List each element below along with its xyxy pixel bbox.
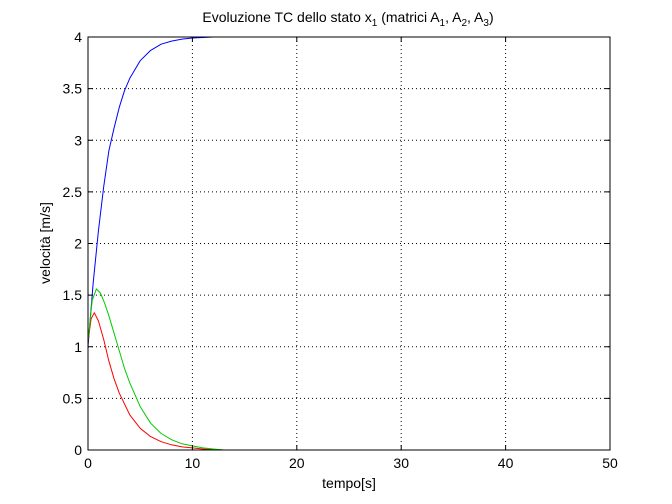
y-tick-label: 4: [74, 29, 82, 45]
y-tick-label: 1.5: [63, 287, 83, 303]
x-tick-label: 20: [289, 455, 305, 471]
grid: [88, 37, 610, 450]
x-tick-label: 0: [84, 455, 92, 471]
y-tick-label: 0.5: [63, 390, 83, 406]
y-tick-label: 2: [74, 236, 82, 252]
x-tick-label: 50: [602, 455, 618, 471]
series-line-1: [87, 36, 214, 347]
y-tick-label: 2.5: [63, 184, 83, 200]
y-tick-label: 0: [74, 442, 82, 458]
y-tick-label: 3: [74, 132, 82, 148]
x-axis-label: tempo[s]: [322, 475, 376, 491]
y-tick-label: 3.5: [63, 81, 83, 97]
tick-labels: 0 10 20 30 40 50 0 0.5 1 1.5 2 2.5 3 3.5 4: [63, 29, 618, 471]
x-tick-label: 10: [185, 455, 201, 471]
y-tick-label: 1: [74, 339, 82, 355]
x-tick-label: 30: [393, 455, 409, 471]
y-axis-label: velocità [m/s]: [37, 202, 53, 284]
ticks: [87, 36, 611, 451]
chart-title: Evoluzione TC dello stato x1 (matrici A1…: [202, 9, 493, 29]
x-tick-label: 40: [498, 455, 514, 471]
